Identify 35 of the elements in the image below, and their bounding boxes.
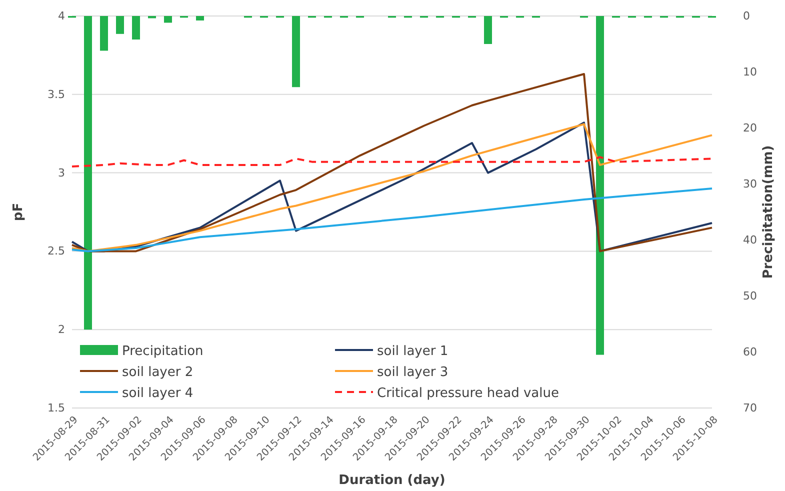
legend-label: soil layer 1	[377, 344, 448, 359]
y-axis-title: pF	[11, 202, 26, 222]
bar	[100, 16, 108, 51]
x-axis-title: Duration (day)	[338, 473, 446, 488]
y-tick-label: 1.5	[48, 402, 65, 415]
y-tick-label: 2.5	[48, 244, 65, 258]
bar	[116, 16, 124, 34]
legend-label: Precipitation	[122, 344, 204, 359]
y2-tick-label: 40	[743, 234, 757, 247]
legend-label: soil layer 2	[122, 365, 194, 380]
y-tick-label: 3	[58, 166, 65, 180]
bar	[292, 16, 300, 88]
bar	[484, 16, 492, 44]
y2-tick-label: 10	[743, 66, 757, 79]
y-tick-label: 3.5	[48, 88, 65, 101]
y2-tick-label: 30	[743, 178, 757, 191]
y2-axis-title: Precipitation(mm)	[761, 145, 776, 279]
bar	[196, 16, 204, 20]
y2-tick-label: 70	[743, 402, 757, 415]
bar	[164, 16, 172, 23]
bar	[596, 16, 604, 355]
line-series	[71, 156, 713, 168]
legend-label: Critical pressure head value	[377, 386, 559, 401]
y-tick-label: 4	[58, 10, 65, 23]
y2-tick-label: 60	[743, 346, 757, 359]
bar	[132, 16, 140, 40]
y2-tick-label: 20	[743, 122, 757, 135]
y-tick-label: 2	[58, 323, 65, 336]
line-series	[71, 73, 713, 252]
y2-tick-label: 0	[743, 10, 750, 23]
line-series	[71, 187, 713, 252]
y2-tick-label: 50	[743, 290, 757, 303]
bar	[84, 16, 92, 330]
legend-label: soil layer 4	[122, 386, 194, 401]
legend-label: soil layer 3	[377, 365, 448, 380]
